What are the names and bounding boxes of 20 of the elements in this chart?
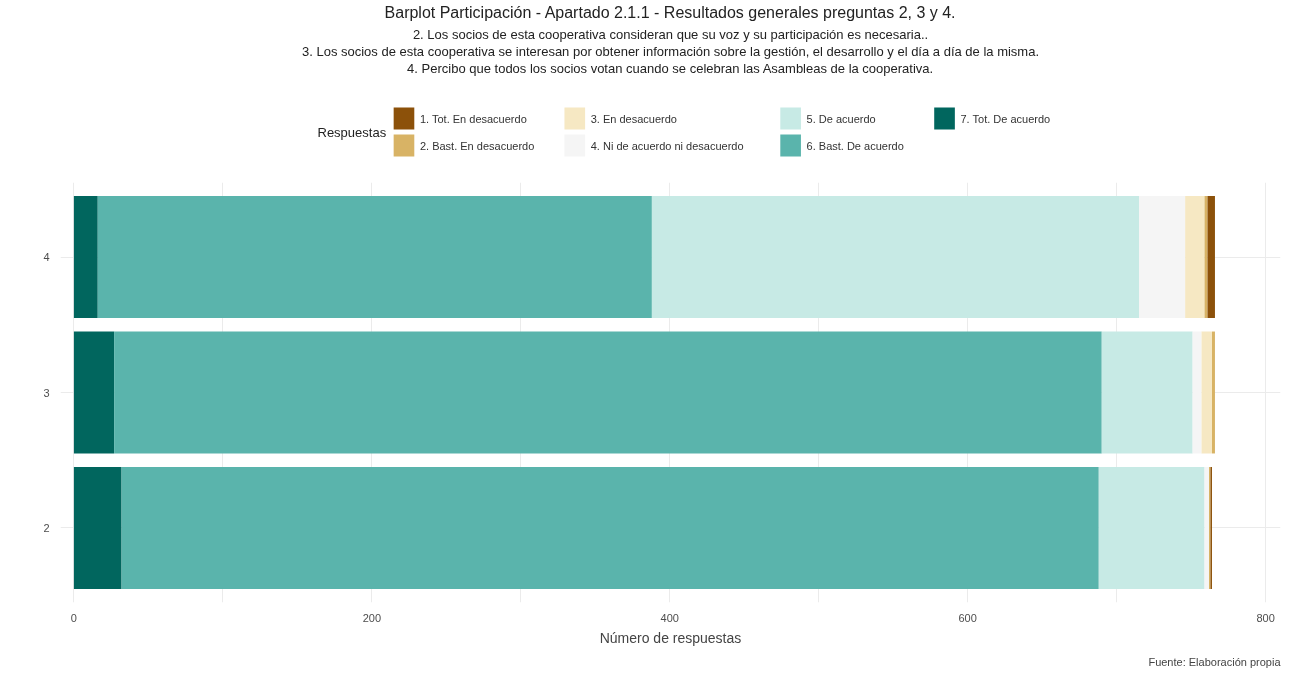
source-note: Fuente: Elaboración propia (1148, 655, 1282, 668)
legend-label: 6. Bast. De acuerdo (806, 139, 904, 152)
x-tick-label: 0 (70, 611, 77, 624)
chart-title: Barplot Participación - Apartado 2.1.1 - Resultados generales preguntas 2, 3 y 4. (384, 4, 956, 21)
legend-title: Respuestas (317, 125, 387, 140)
y-tick-label: 2 (43, 521, 50, 534)
x-tick-label: 400 (660, 611, 679, 624)
y-tick-label: 3 (43, 386, 50, 399)
x-tick-label: 200 (362, 611, 382, 624)
legend-label: 4. Ni de acuerdo ni desacuerdo (590, 139, 744, 152)
x-axis-title: Número de respuestas (599, 629, 742, 646)
chart-subtitle: 2. Los socios de esta cooperativa consideran que su voz y su participación es necesaria.. 3. Los socios de esta cooperativa se interesan por obtener información sobre la gestión, el desarrollo y el día a día de la misma. 4. Percibo que todos los socios votan cuando se celebran las Asambleas de la cooperativa. (301, 27, 1040, 76)
legend-label: 7. Tot. De acuerdo (960, 112, 1051, 125)
y-tick-label: 4 (43, 251, 50, 264)
legend-label: 2. Bast. En desacuerdo (419, 139, 535, 152)
x-tick-label: 600 (958, 611, 977, 624)
legend-label: 1. Tot. En desacuerdo (419, 112, 527, 125)
legend-label: 3. En desacuerdo (590, 112, 677, 125)
legend-label: 5. De acuerdo (806, 112, 876, 125)
x-tick-label: 800 (1256, 611, 1275, 624)
